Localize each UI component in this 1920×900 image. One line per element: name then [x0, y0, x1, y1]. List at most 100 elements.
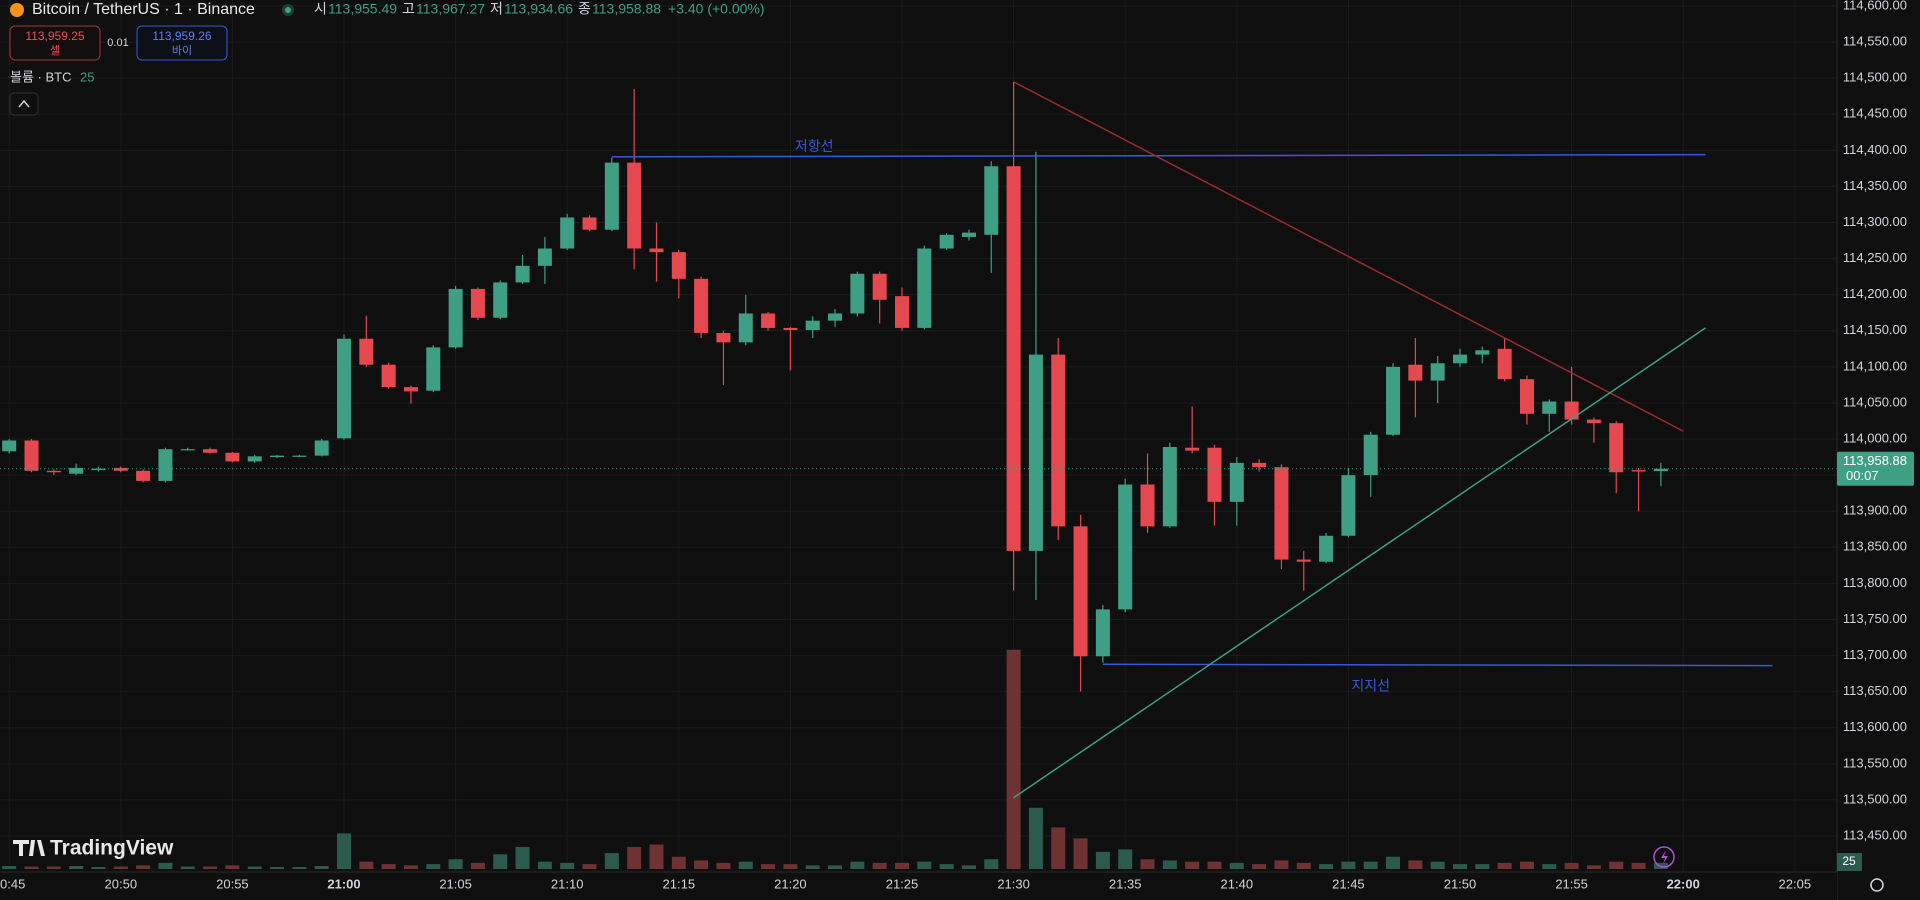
candle-body — [1051, 354, 1066, 527]
volume-bar — [1430, 861, 1445, 869]
trend-line — [1102, 663, 1773, 667]
volume-bar — [1319, 864, 1334, 869]
collapse-button[interactable] — [9, 92, 39, 116]
volume-bar — [582, 864, 597, 869]
volume-bar — [828, 865, 843, 869]
coin-icon — [10, 3, 24, 17]
alert-bolt[interactable] — [1661, 850, 1668, 864]
volume-bar — [1363, 861, 1378, 869]
price-axis — [1837, 0, 1920, 900]
last-price-label: 113,958.88 — [1843, 453, 1907, 468]
candle-body — [113, 467, 128, 471]
close-label: 종 — [578, 1, 591, 17]
candle-body — [270, 455, 285, 458]
collapse-icon[interactable] — [18, 99, 30, 108]
x-tick-label: 21:15 — [663, 876, 696, 891]
buy-box[interactable] — [136, 25, 228, 61]
sell-text[interactable]: 셀 — [50, 44, 60, 57]
candle-body — [136, 470, 151, 481]
volume-bar — [895, 862, 909, 869]
buy-button[interactable]: 113,959.26 바이 — [136, 25, 228, 61]
low-label: 저 — [490, 1, 503, 17]
candle-body — [939, 234, 954, 249]
candle-body — [805, 320, 820, 331]
candle-body — [69, 467, 84, 474]
candle-body — [381, 364, 396, 388]
candle-body — [247, 456, 262, 462]
candle-body — [1564, 401, 1579, 420]
y-tick-label: 114,100.00 — [1843, 358, 1907, 373]
volume-bar — [1542, 864, 1557, 869]
candle-body — [1162, 446, 1177, 527]
close-value: 113,958.88 — [592, 1, 661, 17]
volume-bar — [560, 862, 575, 869]
candle-body — [627, 162, 642, 249]
status-dot — [285, 7, 291, 13]
volume-bar — [448, 859, 463, 869]
volume-bar — [1095, 851, 1110, 869]
candle-body — [1006, 166, 1021, 551]
y-tick-label: 114,400.00 — [1843, 142, 1907, 157]
x-tick-label: 21:20 — [774, 876, 807, 891]
y-tick-label: 114,250.00 — [1843, 250, 1907, 265]
volume-bar — [961, 865, 976, 869]
symbol-title: Bitcoin / TetherUS · 1 · Binance — [32, 1, 255, 18]
volume-bar — [1519, 861, 1534, 869]
x-tick-label: 20:55 — [216, 876, 249, 891]
high-label: 고 — [402, 1, 415, 17]
trend-line — [1013, 327, 1706, 799]
candle-body — [1609, 423, 1624, 473]
settings-icon[interactable] — [1870, 878, 1884, 892]
candle-body — [1386, 366, 1401, 435]
candle-body — [649, 248, 664, 253]
candle-body — [984, 166, 999, 235]
x-tick-label: 21:45 — [1332, 876, 1365, 891]
collapse-box[interactable] — [9, 92, 39, 116]
buy-price[interactable]: 113,959.26 — [152, 29, 211, 43]
volume-bar — [627, 846, 642, 869]
candle-body — [1140, 484, 1155, 527]
countdown: 00:07 — [1846, 468, 1879, 483]
ohlc-legend: 시 113,955.49 고 113,967.27 저 113,934.66 종… — [314, 1, 765, 17]
volume-bar — [537, 861, 552, 869]
volume-bar — [69, 866, 84, 869]
volume-bar — [247, 866, 262, 869]
sell-box[interactable] — [9, 25, 101, 61]
y-tick-label: 113,500.00 — [1843, 791, 1907, 806]
candle-body — [359, 338, 374, 365]
y-tick-label: 113,900.00 — [1843, 503, 1907, 518]
sell-price[interactable]: 113,959.25 — [25, 29, 84, 43]
y-tick-label: 113,650.00 — [1843, 683, 1907, 698]
candle-body — [1631, 470, 1646, 472]
watermark: TradingView — [13, 837, 174, 860]
candle-body — [2, 440, 17, 452]
candle-body — [1252, 462, 1267, 468]
buy-text[interactable]: 바이 — [172, 44, 192, 57]
y-tick-label: 114,050.00 — [1843, 394, 1907, 409]
candle-body — [1653, 468, 1668, 472]
candle-body — [1475, 350, 1490, 355]
volume-bar — [46, 866, 61, 869]
y-tick-label: 113,700.00 — [1843, 647, 1907, 662]
volume-bar — [225, 865, 240, 869]
volume-bar — [1475, 864, 1490, 869]
candle-body — [403, 387, 418, 392]
y-tick-label: 113,450.00 — [1843, 827, 1907, 842]
volume-bar — [1564, 862, 1579, 869]
y-tick-label: 113,850.00 — [1843, 539, 1907, 554]
volume-bar — [1609, 861, 1624, 869]
alert-icon[interactable] — [1653, 846, 1675, 868]
volume-bar — [1140, 859, 1155, 869]
volume-bar — [426, 864, 441, 869]
change: +3.40 (+0.00%) — [668, 1, 765, 17]
candle-body — [1586, 419, 1601, 424]
volume-bar — [314, 866, 329, 869]
volume-bar — [515, 846, 530, 869]
x-tick-label: 21:00 — [327, 876, 360, 891]
volume-bar — [761, 864, 776, 869]
volume-label: 볼륨 · BTC — [10, 69, 71, 84]
sell-button[interactable]: 113,959.25 셀 — [9, 25, 101, 61]
volume-bar — [738, 861, 753, 869]
logo — [13, 840, 45, 856]
